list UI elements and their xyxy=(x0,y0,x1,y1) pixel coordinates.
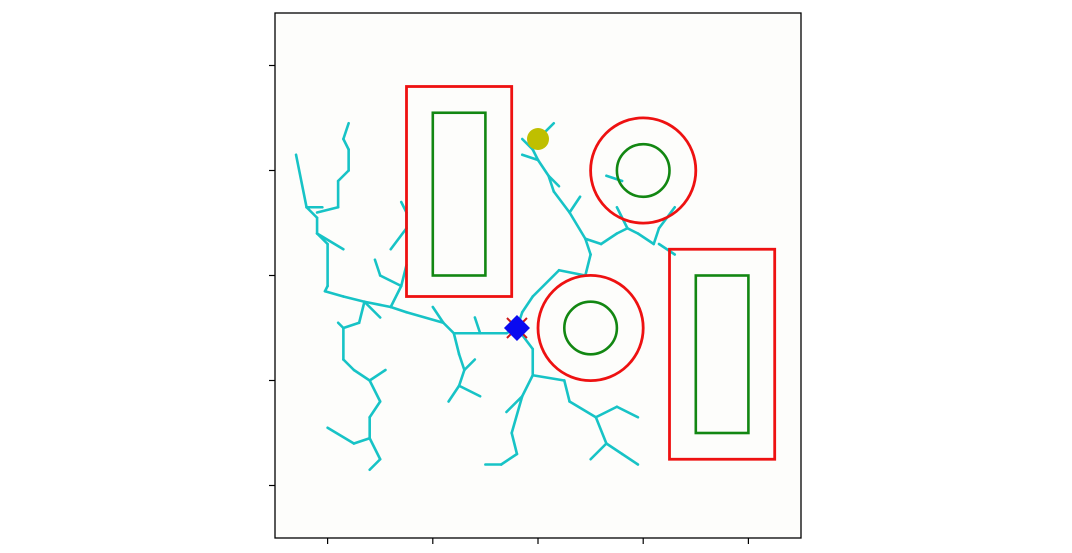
tree-edge xyxy=(594,405,619,419)
tree-edge xyxy=(589,442,608,461)
tree-edge xyxy=(510,394,524,435)
tree-edge xyxy=(342,295,366,304)
tree-edge xyxy=(389,284,403,309)
tree-edge xyxy=(368,436,382,461)
tree-edge xyxy=(531,373,566,382)
tree-edge xyxy=(557,268,587,277)
tree-edge xyxy=(615,405,640,419)
obstacle-circle-inflated xyxy=(589,116,698,225)
obstacle-circle-inflated xyxy=(536,273,645,382)
tree-edge xyxy=(552,190,571,214)
tree-edge xyxy=(368,400,382,419)
tree-edge xyxy=(520,137,535,151)
obstacle-rect-core xyxy=(694,274,750,435)
tree-edge xyxy=(336,169,350,183)
tree-edge xyxy=(547,174,561,188)
rrt-tree xyxy=(294,121,677,472)
tree-edge xyxy=(657,242,677,256)
tree-edge xyxy=(652,226,661,246)
tree-edge xyxy=(499,452,519,466)
tree-edge xyxy=(342,121,350,141)
tree-edge xyxy=(431,305,445,325)
obstacle-rect-inflated xyxy=(668,247,777,461)
tree-edge xyxy=(536,158,550,178)
tree-edge xyxy=(447,384,461,403)
obstacle-circle-core xyxy=(562,300,619,356)
tree-edge xyxy=(342,321,361,330)
tree-edge xyxy=(510,431,519,456)
tree-edge xyxy=(594,415,608,445)
tree-edge xyxy=(294,153,308,209)
tree-edge xyxy=(452,331,461,356)
tree-edge xyxy=(378,274,403,288)
tree-edge xyxy=(315,232,345,251)
tree-edge xyxy=(389,226,408,251)
tree-edge xyxy=(584,237,592,256)
tree-edge xyxy=(584,237,603,246)
tree-edge xyxy=(626,226,640,235)
obstacle-rect-inflated xyxy=(405,85,514,298)
tree-edge xyxy=(457,368,466,388)
tree-edge xyxy=(505,394,524,414)
tree-edge xyxy=(463,358,477,372)
start-diamond-marker xyxy=(503,315,530,341)
tree-edge xyxy=(363,300,393,309)
tree-edge xyxy=(599,232,619,246)
tree-edge xyxy=(305,205,319,220)
tree-edge xyxy=(531,268,561,298)
tree-edge xyxy=(636,232,656,246)
tree-edge xyxy=(363,300,382,319)
tree-edge xyxy=(405,310,445,325)
tree-edge xyxy=(323,289,345,298)
tree-edge xyxy=(568,211,587,241)
tree-edge xyxy=(368,457,382,472)
tree-edge xyxy=(357,300,366,325)
tree-edge xyxy=(457,352,466,372)
tree-edge xyxy=(342,137,350,151)
tree-edge xyxy=(562,379,571,403)
tree-edge xyxy=(620,452,640,466)
tree-edge xyxy=(531,148,540,162)
tree-edge xyxy=(457,384,482,398)
tree-edge xyxy=(568,400,598,419)
obstacle-circle-core xyxy=(615,142,671,199)
axis-ticks xyxy=(269,64,750,544)
obstacle-rect-core xyxy=(431,111,487,277)
tree-edge xyxy=(368,379,382,403)
tree-edge xyxy=(473,316,482,335)
tree-edge xyxy=(368,368,387,382)
tree-edge xyxy=(342,358,356,372)
markers xyxy=(503,128,549,341)
tree-edge xyxy=(352,436,371,445)
tree-edge xyxy=(568,195,582,214)
tree-edge xyxy=(352,368,371,382)
obstacles xyxy=(405,85,777,461)
tree-edge xyxy=(605,442,624,456)
tree-edge xyxy=(520,373,535,398)
tree-edge xyxy=(442,321,456,335)
tree-edge xyxy=(584,253,592,277)
goal-circle-marker xyxy=(527,128,549,150)
tree-edge xyxy=(615,226,629,235)
tree-edge xyxy=(520,153,540,162)
tree-edge xyxy=(389,305,408,314)
tree-edge xyxy=(315,205,340,214)
tree-edge xyxy=(520,295,535,314)
tree-edge xyxy=(326,426,356,445)
tree-edge xyxy=(373,258,382,277)
